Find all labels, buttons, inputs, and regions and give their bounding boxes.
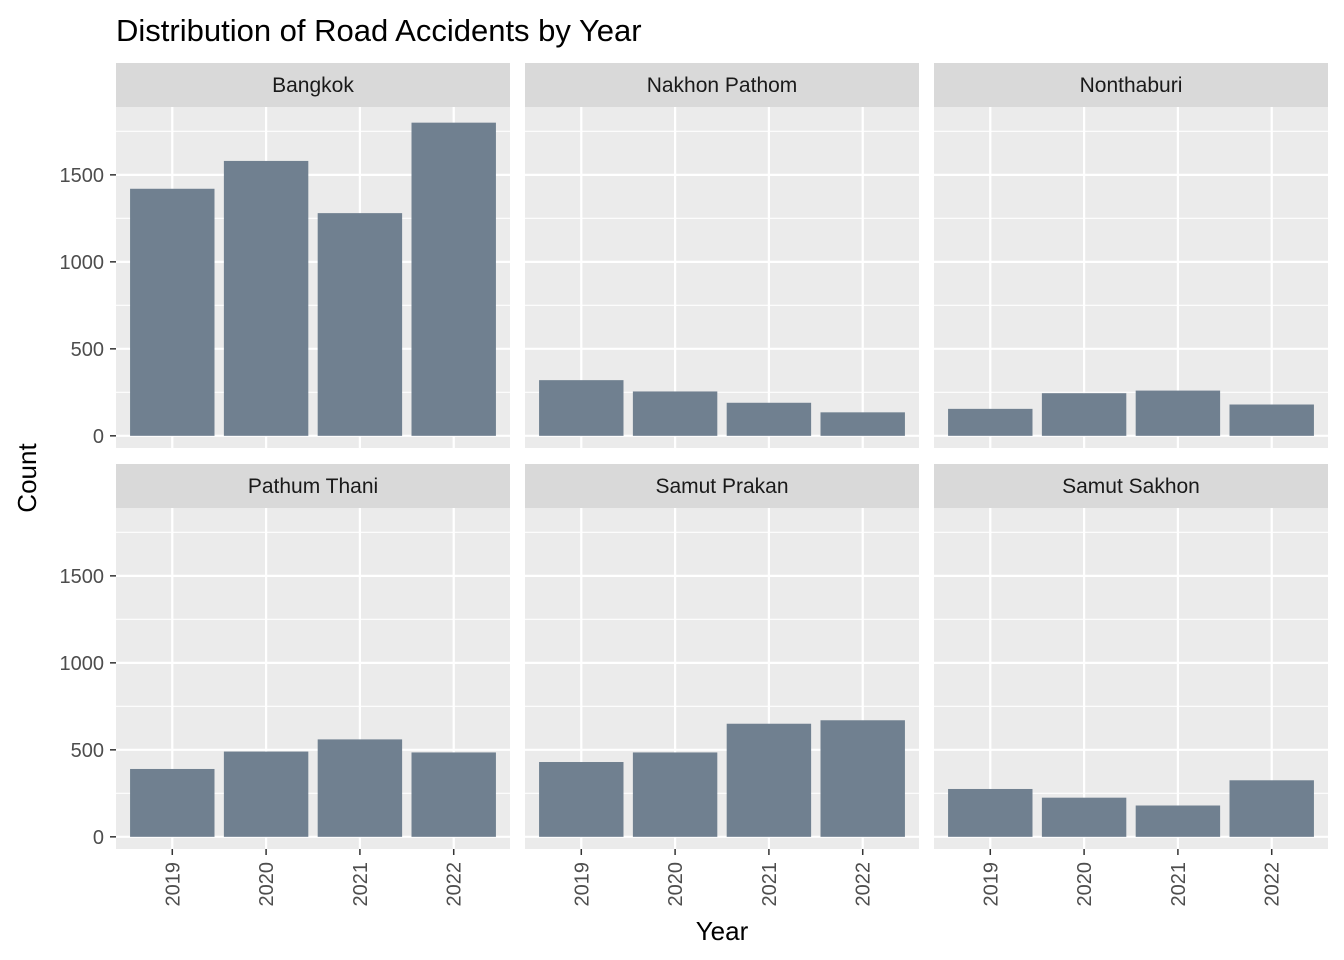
y-axis-title: Count — [12, 443, 42, 513]
bar-nonthaburi-2022 — [1229, 404, 1314, 436]
y-tick-label: 500 — [71, 740, 104, 762]
strip-label-pathum-thani: Pathum Thani — [248, 475, 378, 498]
bar-bangkok-2021 — [317, 213, 403, 436]
bar-samut-sakhon-2021 — [1135, 805, 1221, 837]
bar-samut-prakan-2020 — [632, 752, 718, 837]
x-tick-label: 2022 — [444, 862, 466, 907]
bar-pathum-thani-2019 — [130, 768, 215, 837]
strip-label-bangkok: Bangkok — [272, 74, 354, 97]
x-axis-title: Year — [696, 916, 749, 946]
x-tick-label: 2021 — [759, 862, 781, 907]
x-tick-label: 2022 — [853, 862, 875, 907]
panel-pathum-thani: Pathum Thani 0 500 1000 1500 2019 2020 2021 2022 — [60, 464, 510, 907]
bar-samut-prakan-2022 — [820, 720, 905, 837]
bar-nakhon-pathom-2019 — [539, 380, 624, 436]
x-tick-label: 2020 — [256, 862, 278, 907]
bar-bangkok-2019 — [130, 188, 215, 436]
chart-title: Distribution of Road Accidents by Year — [116, 13, 642, 48]
y-tick-label: 1000 — [60, 252, 105, 274]
panel-samut-sakhon: Samut Sakhon 2019 2020 2021 2022 — [934, 464, 1328, 907]
bar-nonthaburi-2019 — [948, 408, 1033, 436]
y-tick-label: 0 — [93, 426, 104, 448]
y-tick-label: 1500 — [60, 566, 105, 588]
strip-pathum-thani — [116, 464, 510, 508]
strip-samut-sakhon — [934, 464, 1328, 508]
facet-panels: Bangkok 0 500 1000 1500 Nakhon Pathom Nonthabu… — [60, 63, 1328, 907]
strip-label-nakhon-pathom: Nakhon Pathom — [647, 74, 798, 97]
y-tick-label: 1000 — [60, 653, 105, 675]
strip-label-samut-sakhon: Samut Sakhon — [1062, 475, 1200, 498]
bar-nonthaburi-2020 — [1041, 393, 1127, 436]
strip-bangkok — [116, 63, 510, 107]
strip-nakhon-pathom — [525, 63, 919, 107]
panel-nonthaburi: Nonthaburi — [934, 63, 1328, 448]
plot-background-nonthaburi — [934, 107, 1328, 448]
x-tick-label: 2021 — [1168, 862, 1190, 907]
y-tick-label: 500 — [71, 339, 104, 361]
y-tick-label: 0 — [93, 827, 104, 849]
panel-samut-prakan: Samut Prakan 2019 2020 2021 2022 — [525, 464, 919, 907]
bar-bangkok-2020 — [223, 160, 309, 436]
bar-pathum-thani-2020 — [223, 751, 309, 837]
bar-samut-prakan-2019 — [539, 762, 624, 837]
bar-nakhon-pathom-2021 — [726, 402, 812, 436]
x-tick-label: 2019 — [162, 862, 184, 907]
y-tick-label: 1500 — [60, 165, 105, 187]
x-tick-label: 2020 — [665, 862, 687, 907]
x-tick-label: 2020 — [1074, 862, 1096, 907]
bar-pathum-thani-2021 — [317, 739, 403, 837]
strip-label-nonthaburi: Nonthaburi — [1080, 74, 1183, 97]
bar-pathum-thani-2022 — [411, 752, 496, 837]
bar-nonthaburi-2021 — [1135, 390, 1221, 436]
bar-samut-sakhon-2022 — [1229, 780, 1314, 837]
x-tick-label: 2019 — [980, 862, 1002, 907]
bar-nakhon-pathom-2022 — [820, 412, 905, 436]
strip-samut-prakan — [525, 464, 919, 508]
x-tick-label: 2022 — [1262, 862, 1284, 907]
bar-samut-prakan-2021 — [726, 723, 812, 837]
panel-nakhon-pathom: Nakhon Pathom — [525, 63, 919, 448]
bar-nakhon-pathom-2020 — [632, 391, 718, 436]
bar-samut-sakhon-2019 — [948, 788, 1033, 837]
x-tick-label: 2019 — [571, 862, 593, 907]
bar-bangkok-2022 — [411, 122, 496, 436]
x-tick-label: 2021 — [350, 862, 372, 907]
panel-bangkok: Bangkok 0 500 1000 1500 — [60, 63, 510, 448]
strip-nonthaburi — [934, 63, 1328, 107]
bar-samut-sakhon-2020 — [1041, 797, 1127, 837]
strip-label-samut-prakan: Samut Prakan — [655, 475, 788, 498]
